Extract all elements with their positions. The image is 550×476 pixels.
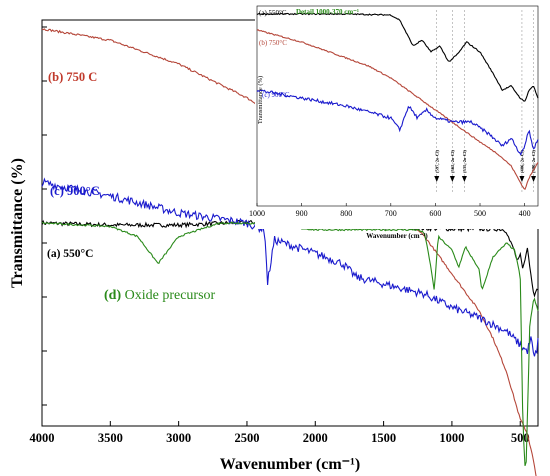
inset-label-550c: (a) 550°C (259, 9, 287, 17)
series-550c-line (41, 219, 539, 298)
inset-label-900c: (c) 900°C (262, 91, 290, 99)
annotation-750c: (b) 750 C (48, 70, 97, 84)
inset-marker-label: (535, 2o-Cl) (462, 150, 467, 173)
inset-x-tick-label: 500 (474, 209, 486, 218)
inset-title: Detail 1000-370 cm⁻¹ (296, 8, 359, 16)
inset-marker-label: (562, 2o-Cl) (450, 150, 455, 173)
inset-x-tick-label: 700 (385, 209, 397, 218)
inset-x-axis-label: Wavenumber (cm⁻¹) (366, 232, 428, 240)
inset-label-750c: (b) 750°C (259, 39, 287, 47)
main-x-tick-label: 1000 (439, 431, 464, 445)
main-x-tick-label: 3000 (166, 431, 191, 445)
annotation-oxide-text: Oxide precursor (121, 288, 215, 303)
inset-x-tick-label: 400 (519, 209, 531, 218)
annotation-900c: (c) 900°C (50, 184, 100, 198)
main-x-tick-label: 2000 (303, 431, 328, 445)
main-x-tick-label: 500 (511, 431, 530, 445)
main-x-tick-label: 1500 (371, 431, 396, 445)
annotation-550c: (a) 550°C (47, 248, 93, 260)
inset-marker-arrow (519, 176, 525, 182)
inset-marker-arrow (434, 176, 440, 182)
inset-x-tick-label: 600 (429, 209, 441, 218)
series-oxide-precursor-line (41, 221, 539, 466)
inset-x-tick-label: 900 (296, 209, 308, 218)
series-900c-line (41, 177, 539, 357)
inset-marker-label: (380, 2o-Cl) (531, 150, 536, 173)
inset-marker-arrow (531, 176, 537, 182)
inset-plot-frame (256, 5, 539, 207)
main-x-tick-label: 3500 (98, 431, 123, 445)
inset-marker-label: (406, 2o-Cl) (519, 150, 524, 173)
inset-x-tick-label: 1000 (249, 209, 265, 218)
inset-marker-arrow (461, 176, 467, 182)
inset-series-750c-line (256, 29, 539, 191)
y-axis-label: Transmittance (%) (9, 158, 26, 288)
inset-series-550c-line (256, 12, 539, 102)
main-x-tick-label: 4000 (30, 431, 55, 445)
x-axis-label: Wavenumber (cm⁻¹) (220, 456, 360, 473)
inset-marker-arrow (449, 176, 455, 182)
main-x-tick-label: 2500 (234, 431, 259, 445)
inset-background (255, 4, 539, 229)
inset-x-tick-label: 800 (340, 209, 352, 218)
annotation-oxide-precursor: (d) Oxide precursor (104, 288, 216, 303)
annotation-oxide-prefix: (d) (104, 288, 121, 303)
inset-series-900c-line (256, 89, 539, 156)
inset-y-axis-label: Transmittance (%) (257, 76, 264, 124)
inset-marker-label: (597, 2o-Cl) (434, 150, 439, 173)
